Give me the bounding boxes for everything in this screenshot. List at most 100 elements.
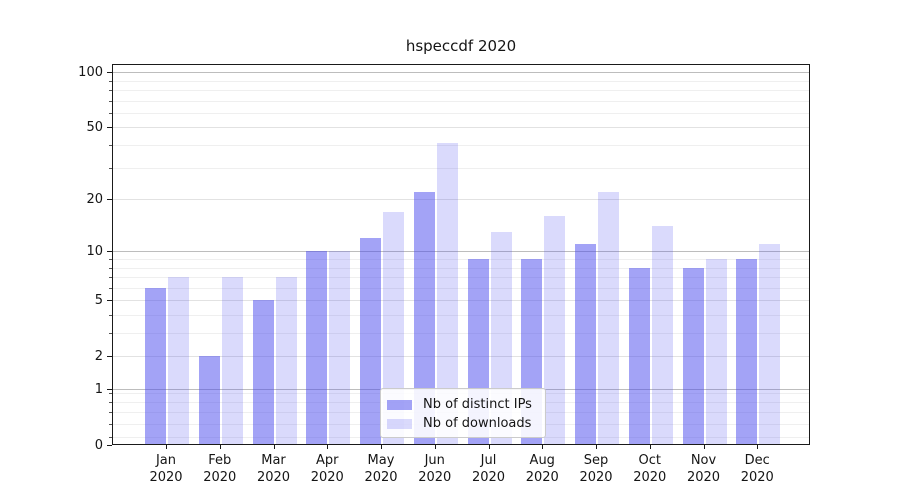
bars-layer (113, 65, 809, 444)
x-tick-mark (381, 445, 382, 449)
y-minor-tick-mark (109, 314, 112, 316)
bar-distinct-ips (198, 356, 220, 444)
gridline (113, 356, 809, 358)
bar-downloads (436, 143, 458, 444)
bar-downloads (383, 211, 404, 444)
x-tick-mark (542, 445, 544, 449)
bar-distinct-ips (252, 300, 274, 444)
y-minor-tick-mark (109, 267, 112, 269)
bar-distinct-ips (306, 251, 328, 444)
gridline-minor (113, 259, 809, 260)
gridline-minor (113, 90, 809, 92)
bar-downloads (221, 277, 243, 444)
y-tick-mark (107, 300, 112, 302)
x-tick-mark (596, 445, 597, 449)
y-tick-label: 20 (86, 191, 103, 207)
x-tick-mark (434, 445, 436, 449)
x-tick-label: Jan 2020 (149, 453, 183, 485)
x-tick-mark (273, 445, 275, 449)
bar-distinct-ips (145, 287, 166, 444)
y-tick-mark (107, 199, 112, 201)
x-tick-mark (327, 445, 329, 449)
y-tick-label: 100 (78, 64, 103, 80)
x-tick-mark (703, 445, 705, 449)
legend-swatch-distinct-ips (387, 399, 412, 410)
bar-distinct-ips (413, 191, 435, 444)
y-minor-tick-mark (109, 333, 112, 335)
gridline-minor (113, 314, 809, 316)
gridline-minor (113, 277, 809, 279)
x-tick-label: Aug 2020 (525, 453, 559, 485)
x-tick-label: Nov 2020 (686, 453, 721, 485)
bar-downloads (275, 277, 297, 444)
x-tick-label: Dec 2020 (740, 453, 774, 485)
bar-downloads (544, 216, 566, 444)
bar-distinct-ips (628, 267, 650, 444)
gridline-minor (113, 112, 809, 114)
x-tick-label: May 2020 (364, 453, 398, 485)
y-minor-tick-mark (109, 167, 112, 169)
gridline-minor (113, 333, 809, 335)
y-minor-tick-mark (109, 437, 112, 439)
gridline (113, 199, 809, 201)
x-tick-label: Mar 2020 (256, 453, 291, 485)
bar-downloads (598, 191, 619, 444)
y-minor-tick-mark (109, 80, 112, 82)
y-minor-tick-mark (109, 100, 112, 102)
x-tick-label: Sep 2020 (579, 453, 613, 485)
gridline-minor (113, 100, 809, 102)
bar-downloads (329, 251, 351, 444)
x-tick-mark (166, 445, 167, 449)
legend-row: Nb of downloads (387, 414, 537, 433)
y-tick-mark (107, 72, 112, 74)
y-tick-label: 5 (94, 292, 103, 308)
y-minor-tick-mark (109, 277, 112, 279)
legend-swatch-downloads (387, 418, 412, 429)
x-tick-mark (488, 445, 490, 449)
y-tick-mark (107, 445, 112, 446)
x-tick-label: Feb 2020 (203, 453, 237, 485)
gridline-minor (113, 145, 809, 147)
y-tick-label: 2 (94, 348, 103, 364)
y-minor-tick-mark (109, 402, 112, 404)
y-tick-mark (107, 389, 112, 390)
gridline (113, 300, 809, 302)
x-tick-label: Jul 2020 (471, 453, 506, 485)
bar-distinct-ips (575, 244, 596, 444)
bar-downloads (705, 259, 727, 444)
x-tick-label: Jun 2020 (418, 453, 452, 485)
y-minor-tick-mark (109, 423, 112, 425)
y-minor-tick-mark (109, 112, 112, 114)
y-tick-mark (107, 356, 112, 358)
x-tick-label: Apr 2020 (310, 453, 344, 485)
y-minor-tick-mark (109, 259, 112, 260)
y-tick-label: 10 (86, 243, 103, 259)
bar-distinct-ips (682, 267, 704, 444)
gridline-minor (113, 267, 809, 269)
bar-distinct-ips (360, 237, 381, 444)
y-tick-label: 50 (86, 119, 103, 135)
gridline-major (113, 251, 809, 253)
y-tick-label: 1 (94, 381, 103, 397)
legend-label-distinct-ips: Nb of distinct IPs (423, 397, 532, 412)
y-minor-tick-mark (109, 145, 112, 147)
y-tick-label: 0 (94, 437, 103, 453)
bar-downloads (168, 277, 189, 444)
bar-downloads (759, 244, 781, 444)
plot-area (112, 64, 810, 445)
gridline-minor (113, 167, 809, 169)
y-minor-tick-mark (109, 393, 112, 395)
y-minor-tick-mark (109, 90, 112, 92)
bar-downloads (651, 226, 673, 444)
y-tick-mark (107, 251, 112, 253)
legend-row: Nb of distinct IPs (387, 395, 537, 414)
y-tick-mark (107, 127, 112, 129)
gridline-minor (113, 80, 809, 82)
x-tick-mark (649, 445, 651, 449)
x-tick-mark (757, 445, 759, 449)
gridline-minor (113, 287, 809, 289)
bar-distinct-ips (736, 259, 758, 444)
chart-title: hspeccdf 2020 (405, 37, 517, 55)
legend: Nb of distinct IPs Nb of downloads (380, 388, 546, 438)
